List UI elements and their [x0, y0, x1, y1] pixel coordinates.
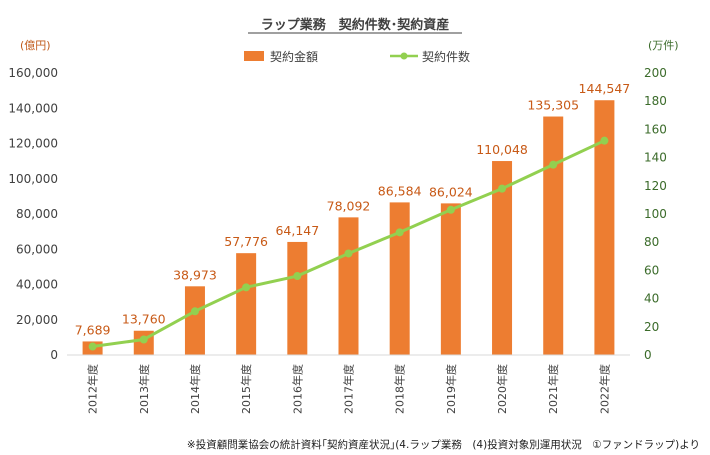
left-axis-ticks: 0 20,000 40,000 60,000 80,000 100,000 120,000 1… — [8, 66, 58, 362]
data-label: 7,689 — [75, 322, 111, 337]
left-axis-tick: 80,000 — [16, 207, 58, 221]
legend-bar-label: 契約金額 — [270, 49, 318, 64]
bar — [338, 217, 359, 355]
data-label: 13,760 — [122, 312, 166, 327]
left-axis-tick: 120,000 — [8, 137, 58, 151]
right-axis-tick: 180 — [644, 94, 667, 108]
bar — [236, 253, 257, 355]
line-point — [498, 184, 507, 193]
right-axis-tick: 160 — [644, 122, 667, 136]
data-labels: 7,689 13,760 38,973 57,776 64,147 78,092 86,58… — [75, 81, 631, 337]
bar — [184, 286, 205, 355]
right-axis-tick: 140 — [644, 151, 667, 165]
data-label: 38,973 — [173, 267, 217, 282]
line-point — [190, 307, 199, 316]
legend-bar-swatch — [244, 51, 264, 61]
right-axis-tick: 60 — [644, 263, 659, 277]
x-axis-tick: 2019年度 — [444, 364, 458, 414]
legend-line-label: 契約件数 — [422, 49, 470, 64]
line-point — [446, 205, 455, 214]
x-axis-tick: 2012年度 — [86, 364, 100, 414]
bar — [440, 203, 461, 355]
data-label: 144,547 — [579, 81, 631, 96]
x-axis-ticks: 2012年度 2013年度 2014年度 2015年度 2016年度 2017年度 2018… — [86, 364, 612, 414]
line-point — [139, 335, 148, 344]
data-label: 78,092 — [327, 198, 371, 213]
left-axis-tick: 140,000 — [8, 101, 58, 115]
line-point — [88, 342, 97, 351]
data-label: 135,305 — [527, 98, 579, 113]
line-point — [293, 272, 302, 281]
bar — [492, 161, 513, 355]
x-axis-tick: 2018年度 — [393, 364, 407, 414]
right-axis-unit: (万件) — [648, 39, 679, 52]
x-axis-tick: 2015年度 — [239, 364, 253, 414]
left-axis-tick: 60,000 — [16, 242, 58, 256]
bar — [389, 202, 410, 355]
x-axis-tick: 2022年度 — [597, 364, 611, 414]
x-axis-tick: 2014年度 — [188, 364, 202, 414]
x-axis-tick: 2017年度 — [342, 364, 356, 414]
right-axis-tick: 40 — [644, 292, 659, 306]
data-label: 86,024 — [429, 184, 473, 199]
bar — [594, 100, 615, 355]
bar — [543, 116, 564, 356]
right-axis-tick: 100 — [644, 207, 667, 221]
legend: 契約金額 契約件数 — [244, 49, 470, 64]
left-axis-tick: 160,000 — [8, 66, 58, 80]
chart-title: ラップ業務 契約件数･契約資産 — [261, 17, 450, 33]
data-label: 64,147 — [275, 223, 319, 238]
right-axis-tick: 20 — [644, 320, 659, 334]
right-axis-tick: 200 — [644, 66, 667, 80]
left-axis-tick: 20,000 — [16, 313, 58, 327]
line-point — [395, 228, 404, 237]
data-label: 57,776 — [224, 234, 268, 249]
left-axis-tick: 40,000 — [16, 278, 58, 292]
bar — [287, 241, 308, 355]
left-axis-tick: 0 — [50, 348, 58, 362]
footnote: ※投資顧問業協会の統計資料｢契約資産状況｣(4.ラップ業務 (4)投資対象別運用… — [187, 438, 700, 451]
line-point — [549, 160, 558, 169]
left-axis-tick: 100,000 — [8, 172, 58, 186]
line-point — [242, 283, 251, 292]
left-axis-unit: (億円) — [20, 39, 51, 52]
right-axis-ticks: 0 20 40 60 80 100 120 140 160 180 200 — [644, 66, 667, 362]
line-point — [600, 136, 609, 145]
x-axis-tick: 2016年度 — [290, 364, 304, 414]
x-axis-tick: 2013年度 — [137, 364, 151, 414]
data-label: 86,584 — [378, 183, 422, 198]
line-point — [344, 249, 353, 258]
x-axis-tick: 2021年度 — [546, 364, 560, 414]
right-axis-tick: 0 — [644, 348, 652, 362]
line-series — [88, 136, 609, 351]
right-axis-tick: 80 — [644, 235, 659, 249]
data-label: 110,048 — [476, 142, 528, 157]
right-axis-tick: 120 — [644, 179, 667, 193]
x-axis-tick: 2020年度 — [495, 364, 509, 414]
legend-line-marker — [400, 52, 408, 60]
